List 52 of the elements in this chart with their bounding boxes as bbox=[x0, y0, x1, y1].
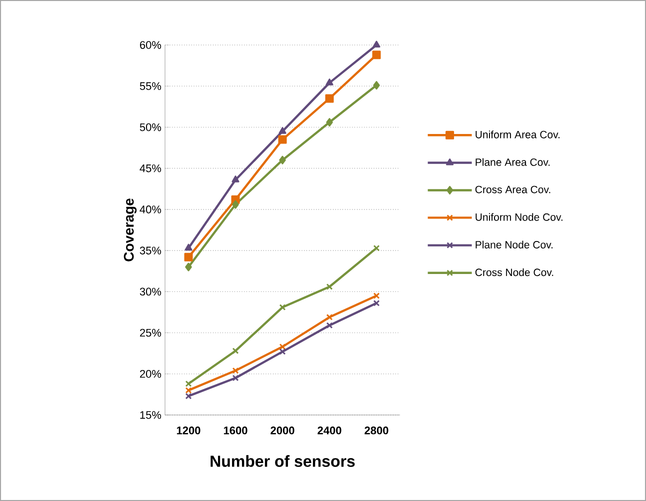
x-tick-label: 1200 bbox=[176, 426, 200, 434]
y-tick-label: 30% bbox=[140, 288, 162, 296]
y-tick-label: 15% bbox=[140, 411, 162, 419]
point bbox=[278, 135, 287, 144]
point bbox=[279, 348, 286, 355]
point bbox=[373, 81, 380, 90]
legend-label: Cross Node Cov. bbox=[475, 268, 554, 276]
point bbox=[326, 314, 333, 320]
y-tick-label: 40% bbox=[140, 206, 162, 214]
point bbox=[184, 252, 193, 262]
y-tick-label: 60% bbox=[140, 41, 162, 49]
point bbox=[185, 392, 192, 400]
point bbox=[232, 374, 239, 382]
point bbox=[279, 156, 286, 164]
x-axis-title: Number of sensors bbox=[210, 455, 355, 467]
point bbox=[185, 387, 192, 394]
point bbox=[325, 94, 334, 103]
point bbox=[185, 380, 192, 387]
legend-label: Uniform Node Cov. bbox=[476, 213, 562, 221]
legend-label: Uniform Area Cov. bbox=[476, 130, 560, 138]
point bbox=[372, 50, 381, 60]
y-axis-title: Coverage bbox=[124, 198, 137, 262]
point bbox=[372, 40, 380, 48]
point bbox=[232, 348, 239, 354]
legend-label: Cross Area Cov. bbox=[475, 186, 550, 194]
point bbox=[373, 292, 380, 299]
x-tick-label: 2800 bbox=[364, 426, 388, 434]
point bbox=[326, 78, 334, 86]
point bbox=[326, 118, 333, 127]
x-tick-label: 1600 bbox=[224, 426, 248, 434]
point bbox=[185, 262, 192, 272]
point bbox=[373, 300, 380, 306]
point bbox=[278, 127, 286, 134]
legend-label: Plane Area Cov. bbox=[476, 158, 550, 166]
point bbox=[326, 283, 333, 290]
point bbox=[279, 344, 286, 350]
x-tick-label: 2000 bbox=[270, 426, 294, 434]
y-tick-label: 55% bbox=[140, 82, 162, 90]
point bbox=[373, 244, 380, 252]
point bbox=[232, 200, 239, 209]
legend-label: Plane Node Cov. bbox=[476, 240, 553, 248]
point bbox=[232, 367, 239, 374]
y-tick-label: 35% bbox=[140, 246, 162, 254]
point bbox=[279, 304, 286, 310]
y-tick-label: 25% bbox=[140, 328, 162, 337]
y-tick-label: 50% bbox=[140, 123, 162, 132]
x-tick-label: 2400 bbox=[318, 426, 342, 434]
y-tick-label: 45% bbox=[140, 164, 162, 172]
point bbox=[232, 176, 240, 182]
y-tick-label: 20% bbox=[140, 370, 162, 378]
point bbox=[326, 322, 333, 329]
point bbox=[184, 244, 192, 251]
